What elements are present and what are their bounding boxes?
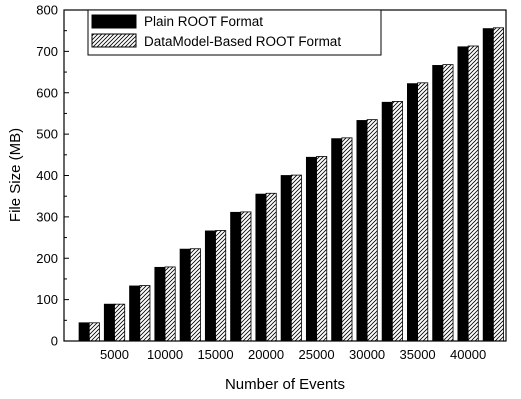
- bar-plain-30000: [356, 120, 368, 342]
- y-tick-label: 0: [51, 334, 58, 349]
- x-axis-title: Number of Events: [225, 376, 345, 393]
- bar-plain-37500: [432, 65, 444, 342]
- y-axis-title: File Size (MB): [7, 128, 24, 222]
- legend-label-datamodel: DataModel-Based ROOT Format: [144, 34, 341, 49]
- y-tick-label: 100: [36, 292, 58, 307]
- bar-plain-12500: [179, 248, 191, 342]
- x-axis: 5000 10000 15000 20000 25000 30000 35000 40000: [88, 336, 494, 362]
- bar-datamodel-30000: [366, 119, 378, 342]
- x-tick-label: 20000: [248, 347, 284, 362]
- bar-plain-15000: [204, 230, 216, 342]
- bar-plain-2500: [78, 322, 90, 342]
- y-tick-label: 500: [36, 127, 58, 142]
- bars-group: [78, 27, 504, 342]
- y-tick-label: 200: [36, 251, 58, 266]
- bar-plain-17500: [230, 211, 242, 342]
- bar-plain-27500: [331, 138, 343, 342]
- bar-plain-40000: [457, 46, 469, 342]
- bar-plain-42500: [482, 28, 494, 342]
- bar-datamodel-15000: [215, 230, 227, 342]
- legend: Plain ROOT Format DataModel-Based ROOT F…: [87, 9, 382, 56]
- bar-datamodel-32500: [391, 101, 403, 342]
- y-tick-label: 800: [36, 3, 58, 18]
- bar-datamodel-7500: [139, 285, 151, 342]
- bar-datamodel-25000: [316, 156, 328, 342]
- y-tick-label: 300: [36, 209, 58, 224]
- bar-plain-35000: [406, 83, 418, 342]
- y-tick-label: 700: [36, 44, 58, 59]
- x-tick-label: 25000: [298, 347, 334, 362]
- legend-box: [87, 9, 382, 56]
- bar-datamodel-5000: [114, 303, 126, 342]
- bar-plain-32500: [381, 101, 393, 342]
- bar-plain-5000: [103, 303, 115, 342]
- bar-datamodel-27500: [341, 137, 353, 342]
- bar-plain-20000: [255, 193, 267, 342]
- bar-datamodel-37500: [442, 64, 454, 342]
- bar-datamodel-40000: [467, 45, 479, 342]
- bar-plain-7500: [129, 285, 141, 342]
- bar-plain-25000: [305, 156, 317, 342]
- y-tick-label: 600: [36, 85, 58, 100]
- bar-datamodel-22500: [290, 174, 302, 342]
- bar-datamodel-42500: [492, 27, 504, 342]
- bar-datamodel-20000: [265, 192, 277, 342]
- y-axis: 0 100 200 300 400 500 600 700 800: [36, 3, 69, 349]
- x-tick-label: 15000: [197, 347, 233, 362]
- bar-datamodel-35000: [417, 82, 429, 342]
- legend-swatch-plain: [91, 14, 137, 29]
- bar-plain-10000: [154, 266, 166, 342]
- bar-datamodel-17500: [240, 211, 252, 342]
- x-tick-label: 35000: [400, 347, 436, 362]
- legend-label-plain: Plain ROOT Format: [144, 14, 263, 29]
- y-tick-label: 400: [36, 168, 58, 183]
- x-tick-label: 5000: [100, 347, 129, 362]
- x-tick-label: 30000: [349, 347, 385, 362]
- x-tick-label: 40000: [450, 347, 486, 362]
- bar-datamodel-10000: [164, 266, 176, 342]
- bar-plain-22500: [280, 175, 292, 342]
- legend-swatch-datamodel: [91, 33, 137, 48]
- bar-datamodel-12500: [189, 248, 201, 342]
- x-tick-label: 10000: [147, 347, 183, 362]
- bar-datamodel-2500: [88, 322, 100, 342]
